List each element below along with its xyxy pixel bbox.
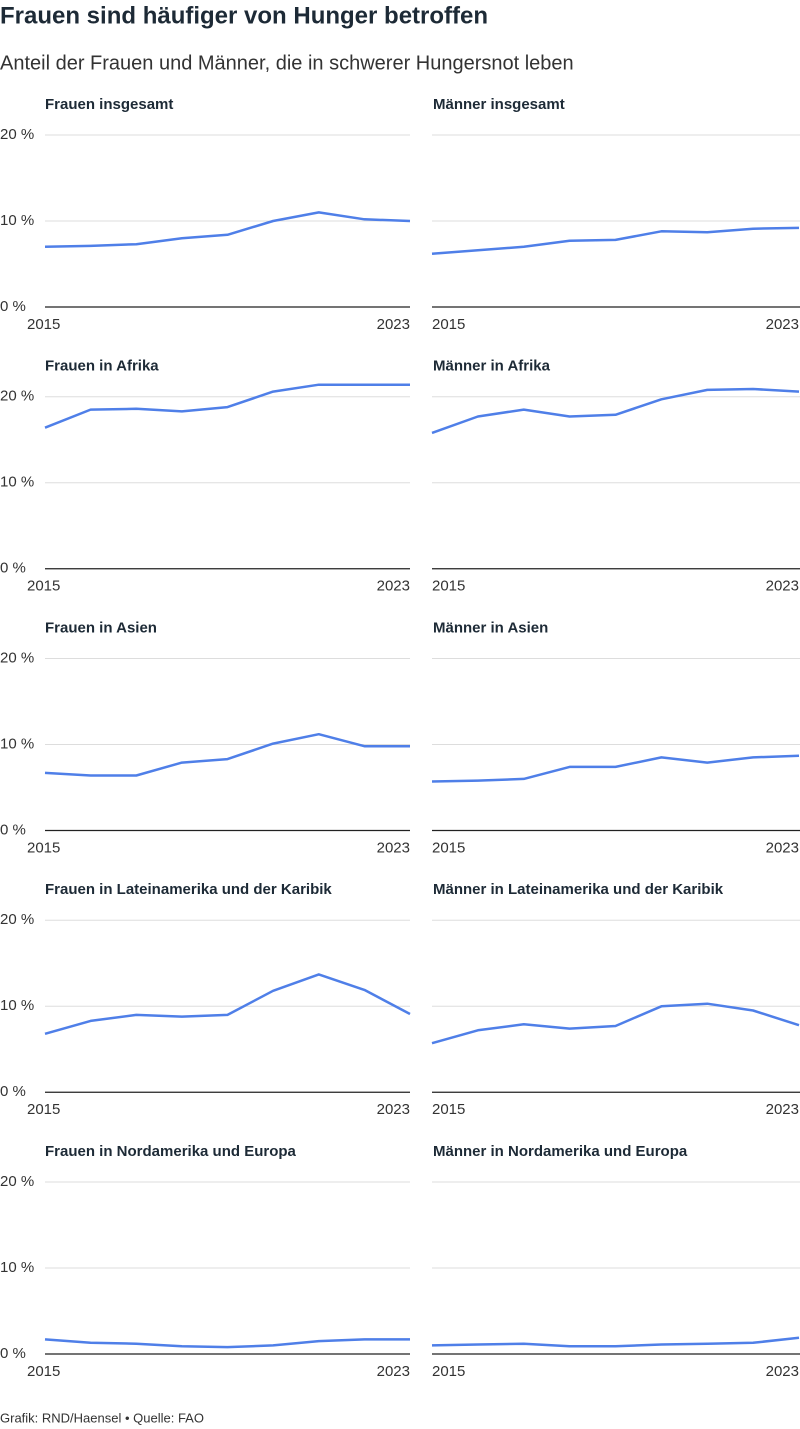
y-tick-label: 20 % — [0, 1173, 34, 1190]
panel-title: Frauen in Asien — [45, 619, 157, 636]
x-tick-label: 2015 — [27, 316, 60, 333]
data-line — [431, 1336, 800, 1348]
y-tick-label: 0 % — [0, 298, 26, 315]
x-tick-label: 2023 — [377, 1363, 410, 1380]
data-line — [44, 1338, 410, 1349]
y-tick-label: 10 % — [0, 735, 34, 752]
x-tick-label: 2015 — [27, 839, 60, 856]
y-tick-label: 10 % — [0, 1259, 34, 1276]
y-tick-label: 20 % — [0, 911, 34, 928]
page-title: Frauen sind häufiger von Hunger betroffe… — [0, 2, 488, 29]
panel-title: Frauen in Lateinamerika und der Karibik — [45, 881, 332, 898]
panel-title: Männer in Nordamerika und Europa — [433, 1143, 688, 1160]
y-tick-label: 20 % — [0, 649, 34, 666]
x-tick-label: 2015 — [432, 1101, 465, 1118]
y-tick-label: 10 % — [0, 997, 34, 1014]
y-tick-label: 0 % — [0, 1083, 26, 1100]
x-tick-label: 2015 — [27, 1101, 60, 1118]
panel-title: Frauen insgesamt — [45, 96, 173, 113]
x-tick-label: 2023 — [766, 1101, 799, 1118]
x-tick-label: 2023 — [377, 839, 410, 856]
x-tick-label: 2023 — [377, 578, 410, 595]
x-tick-label: 2015 — [432, 316, 465, 333]
x-tick-label: 2023 — [766, 316, 799, 333]
data-line — [431, 754, 800, 783]
panel-title: Männer insgesamt — [433, 96, 565, 113]
x-tick-label: 2015 — [432, 578, 465, 595]
data-line — [44, 211, 411, 249]
x-tick-label: 2023 — [377, 1101, 410, 1118]
x-tick-label: 2015 — [432, 839, 465, 856]
page-subtitle: Anteil der Frauen und Männer, die in sch… — [0, 52, 574, 74]
y-tick-label: 0 % — [0, 1345, 26, 1362]
y-tick-label: 20 % — [0, 126, 34, 143]
data-line — [44, 732, 410, 777]
data-line — [431, 1002, 800, 1045]
panel-title: Männer in Asien — [433, 619, 548, 636]
panel-title: Frauen in Nordamerika und Europa — [45, 1143, 297, 1160]
y-tick-label: 10 % — [0, 212, 34, 229]
x-tick-label: 2023 — [766, 839, 799, 856]
panel-title: Männer in Lateinamerika und der Karibik — [433, 881, 724, 898]
x-tick-label: 2015 — [27, 1363, 60, 1380]
x-tick-label: 2023 — [766, 578, 799, 595]
data-line — [431, 226, 800, 255]
y-tick-label: 20 % — [0, 388, 34, 405]
y-tick-label: 0 % — [0, 560, 26, 577]
panel-title: Männer in Afrika — [433, 358, 551, 375]
source: Grafik: RND/Haensel • Quelle: FAO — [0, 1410, 204, 1425]
y-tick-label: 0 % — [0, 821, 26, 838]
data-line — [431, 387, 800, 435]
data-line — [44, 383, 410, 429]
data-line — [44, 973, 411, 1036]
x-tick-label: 2023 — [766, 1363, 799, 1380]
x-tick-label: 2015 — [27, 578, 60, 595]
panel-title: Frauen in Afrika — [45, 358, 159, 375]
x-tick-label: 2023 — [377, 316, 410, 333]
x-tick-label: 2015 — [432, 1363, 465, 1380]
y-tick-label: 10 % — [0, 474, 34, 491]
